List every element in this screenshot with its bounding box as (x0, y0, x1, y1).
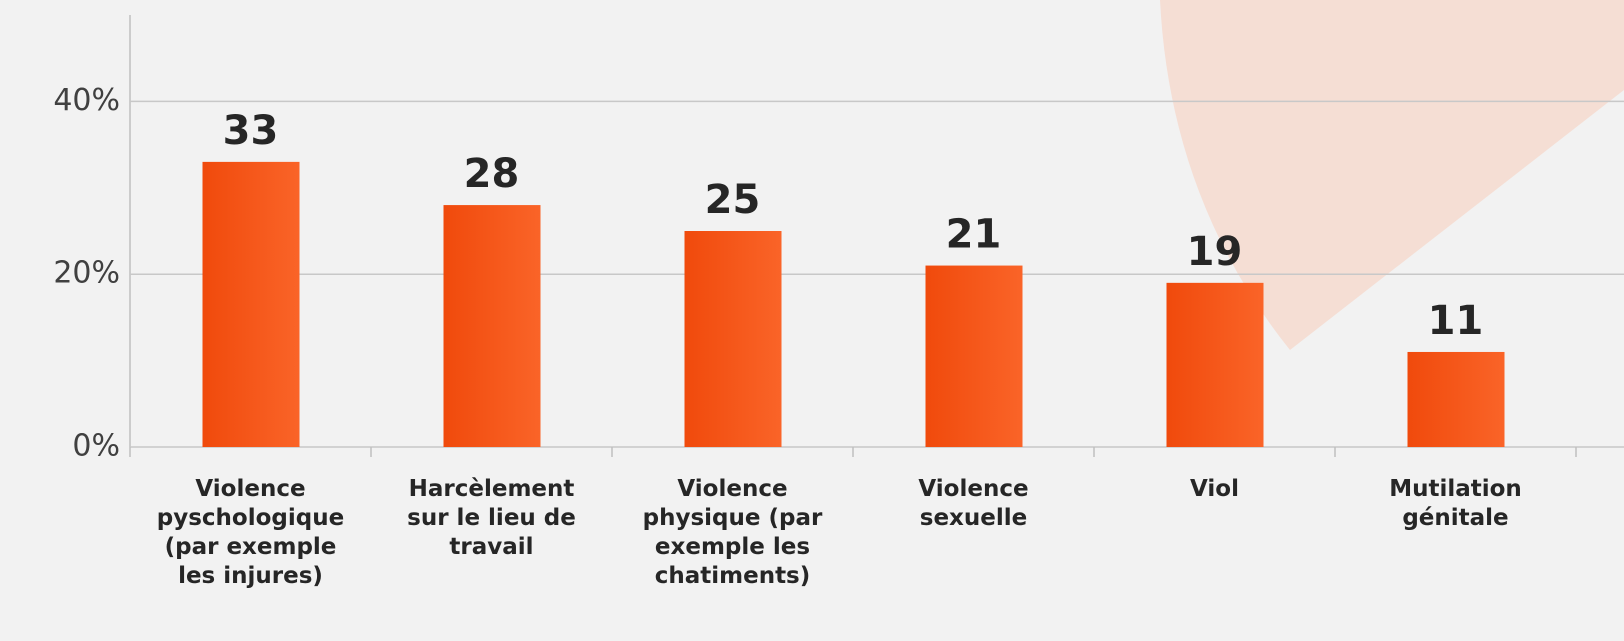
value-label: 33 (223, 108, 279, 154)
x-tick-label: Violence sexuelle (854, 475, 1094, 533)
x-tick-label: Viol (1095, 475, 1335, 504)
bar (203, 162, 300, 447)
bar (444, 205, 541, 447)
y-tick-label: 20% (53, 256, 120, 291)
value-label: 25 (705, 177, 761, 223)
value-label: 28 (464, 151, 520, 197)
x-tick-label: Harcèlement sur le lieu de travail (372, 475, 612, 562)
bar (1408, 352, 1505, 447)
value-label: 21 (946, 212, 1002, 258)
value-label: 19 (1187, 229, 1243, 275)
x-tick-label: Violence pyschologique (par exemple les … (131, 475, 371, 591)
x-tick-label: Mutilation génitale (1336, 475, 1576, 533)
bar (926, 266, 1023, 447)
x-tick-label: Violence physique (par exemple les chati… (613, 475, 853, 591)
bar (1167, 283, 1264, 447)
value-label: 11 (1428, 298, 1484, 344)
page: 0%20%40%332825211911 (() => { const data… (0, 0, 1624, 641)
y-tick-label: 0% (72, 429, 120, 464)
bar (685, 231, 782, 447)
y-tick-label: 40% (53, 83, 120, 118)
